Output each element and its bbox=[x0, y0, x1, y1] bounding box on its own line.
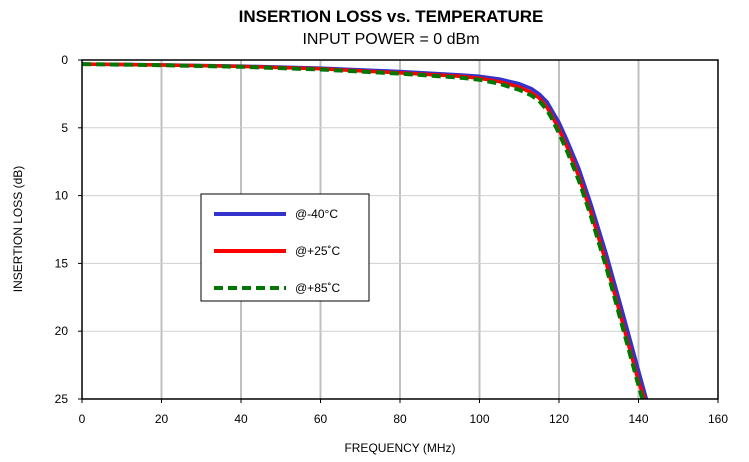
y-tick-label: 25 bbox=[55, 392, 69, 406]
chart-subtitle: INPUT POWER = 0 dBm bbox=[302, 31, 479, 48]
x-tick-label: 120 bbox=[549, 412, 569, 426]
x-tick-label: 40 bbox=[234, 412, 248, 426]
x-tick-label: 140 bbox=[628, 412, 648, 426]
y-tick-label: 15 bbox=[55, 256, 69, 270]
chart-title: INSERTION LOSS vs. TEMPERATURE bbox=[239, 7, 544, 26]
series-layer bbox=[82, 62, 649, 399]
x-tick-label: 60 bbox=[314, 412, 328, 426]
legend-label-2: @+25˚C bbox=[295, 244, 341, 258]
legend-box bbox=[200, 193, 370, 302]
x-tick-label: 0 bbox=[79, 412, 86, 426]
legend: @-40°C @+25˚C @+85˚C bbox=[200, 193, 370, 302]
y-tick-label: 0 bbox=[61, 53, 68, 67]
legend-label-1: @-40°C bbox=[295, 207, 338, 221]
x-tick-label: 80 bbox=[393, 412, 407, 426]
x-tick-label: 160 bbox=[708, 412, 728, 426]
y-tick-label: 5 bbox=[61, 121, 68, 135]
x-tick-label: 20 bbox=[155, 412, 169, 426]
y-tick-label: 10 bbox=[55, 189, 69, 203]
legend-label-3: @+85˚C bbox=[295, 281, 341, 295]
x-axis-label: FREQUENCY (MHz) bbox=[344, 441, 455, 455]
y-axis-label: INSERTION LOSS (dB) bbox=[11, 166, 25, 292]
x-tick-label: 100 bbox=[469, 412, 489, 426]
series-line-3 bbox=[82, 62, 645, 399]
tick-layer: 0 20 40 60 80 100 120 140 160 0 5 10 15 20 25 bbox=[55, 53, 729, 426]
y-tick-label: 20 bbox=[55, 324, 69, 338]
